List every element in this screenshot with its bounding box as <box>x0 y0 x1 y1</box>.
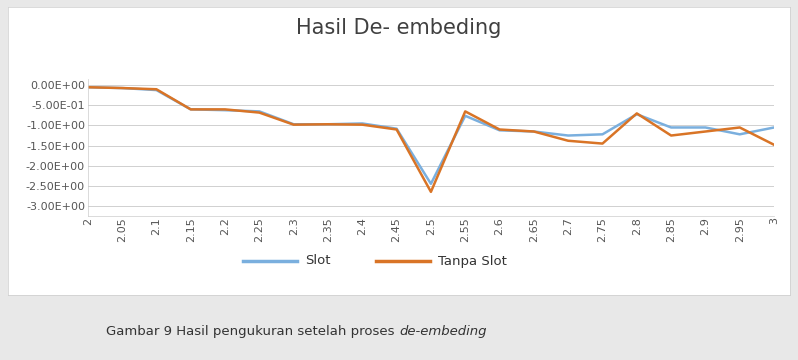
Slot <box>735 132 745 136</box>
Tanpa Slot <box>598 141 607 146</box>
Tanpa Slot <box>666 133 676 138</box>
Tanpa Slot <box>152 87 161 91</box>
Tanpa Slot <box>529 129 539 134</box>
Slot <box>323 122 333 126</box>
Text: Gambar 9 Hasil pengukuran setelah proses: Gambar 9 Hasil pengukuran setelah proses <box>106 325 399 338</box>
Slot <box>426 182 436 186</box>
Tanpa Slot <box>323 122 333 126</box>
Slot <box>152 88 161 92</box>
Slot <box>186 107 196 112</box>
Slot <box>666 125 676 130</box>
Text: Slot: Slot <box>305 255 330 267</box>
Tanpa Slot <box>392 127 401 132</box>
Slot <box>220 108 230 112</box>
Tanpa Slot <box>289 122 298 127</box>
Tanpa Slot <box>358 122 367 127</box>
Tanpa Slot <box>701 129 710 134</box>
Tanpa Slot <box>460 109 470 113</box>
Tanpa Slot <box>83 85 93 89</box>
Slot <box>769 125 779 130</box>
Line: Slot: Slot <box>88 87 774 184</box>
Slot <box>529 129 539 134</box>
Slot <box>117 86 127 90</box>
Tanpa Slot <box>186 107 196 112</box>
Slot <box>392 126 401 131</box>
Slot <box>460 114 470 118</box>
Text: Hasil De- embeding: Hasil De- embeding <box>296 18 502 38</box>
Slot <box>495 128 504 132</box>
Tanpa Slot <box>426 190 436 194</box>
Slot <box>598 132 607 136</box>
Slot <box>632 112 642 116</box>
Slot <box>83 85 93 89</box>
Tanpa Slot <box>769 143 779 147</box>
Tanpa Slot <box>632 111 642 116</box>
Tanpa Slot <box>495 127 504 132</box>
Slot <box>563 133 573 138</box>
Slot <box>289 122 298 126</box>
Line: Tanpa Slot: Tanpa Slot <box>88 87 774 192</box>
Tanpa Slot <box>117 86 127 90</box>
Slot <box>701 125 710 130</box>
Tanpa Slot <box>563 139 573 143</box>
Tanpa Slot <box>220 107 230 112</box>
Slot <box>255 109 264 113</box>
Text: Tanpa Slot: Tanpa Slot <box>438 255 507 267</box>
Text: de-embeding: de-embeding <box>399 325 487 338</box>
Tanpa Slot <box>735 125 745 130</box>
Tanpa Slot <box>255 111 264 115</box>
Slot <box>358 121 367 126</box>
